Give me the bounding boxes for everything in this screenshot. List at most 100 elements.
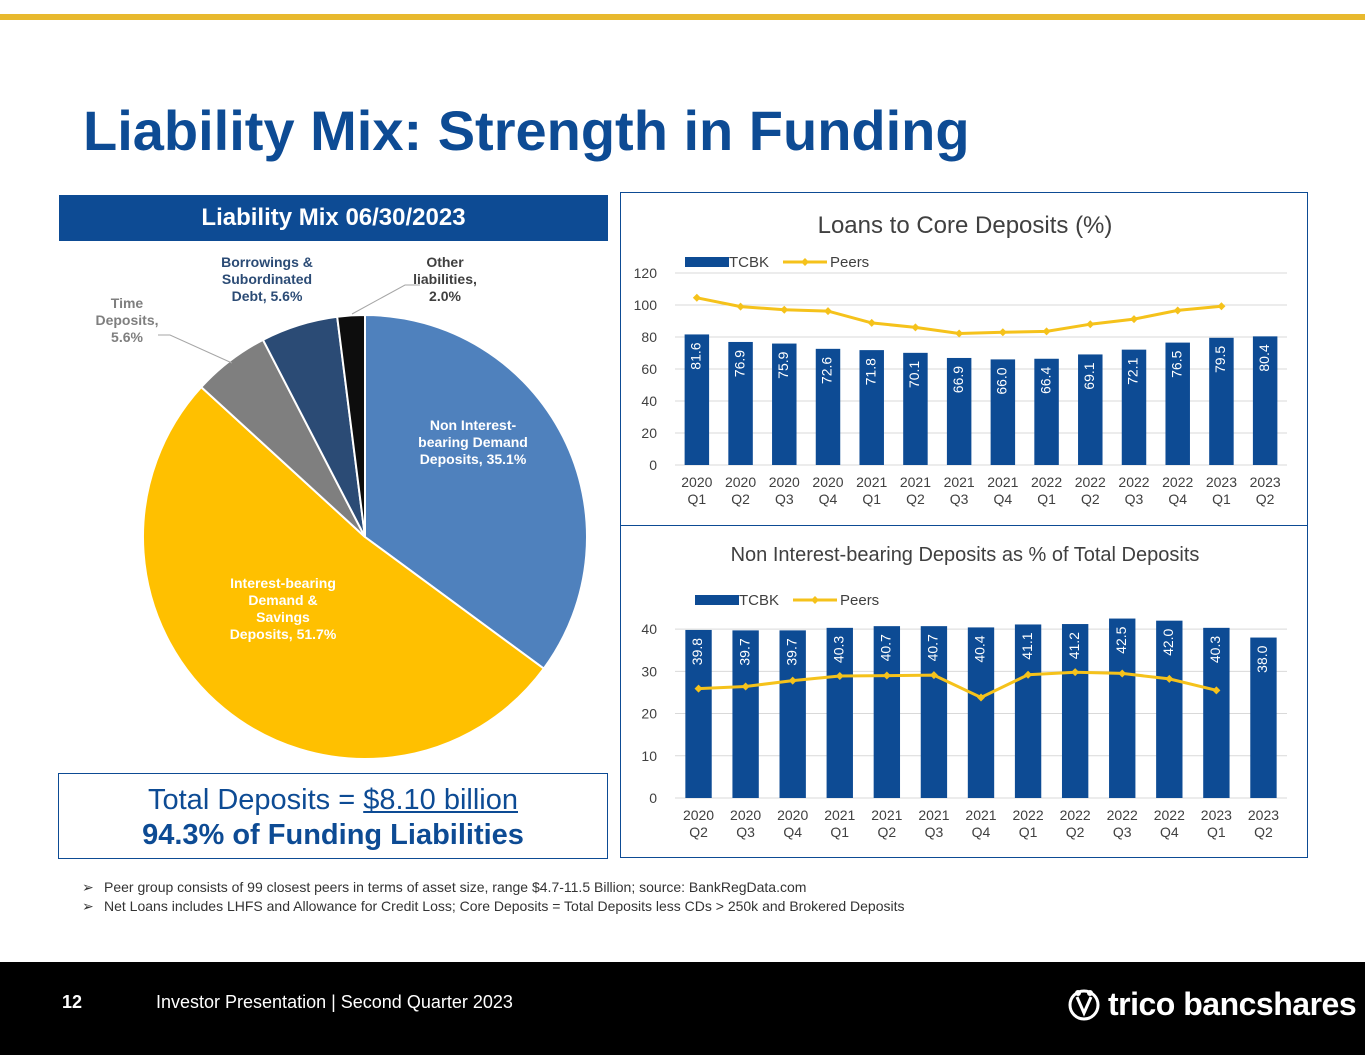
x-tick-line: 2022 — [1162, 474, 1193, 490]
arrow-bullet-icon: ➢ — [82, 898, 94, 914]
footer-caption: Investor Presentation | Second Quarter 2… — [156, 992, 513, 1012]
pie-slice-label: Interest-bearing Demand & Savings Deposits,… — [230, 575, 337, 642]
pie-label-line: Non Interest- — [430, 417, 517, 433]
loans-to-core-deposits-panel: Loans to Core Deposits (%) 0 20 40 60 80 100 12… — [620, 192, 1308, 526]
pie-leader-line — [351, 284, 420, 315]
non-interest-deposits-panel: Non Interest-bearing Deposits as % of To… — [620, 525, 1308, 858]
x-tick-label: 2020 Q1 — [681, 474, 712, 507]
x-tick-line: Q4 — [1168, 491, 1187, 507]
chart-title: Non Interest-bearing Deposits as % of To… — [731, 544, 1200, 566]
x-tick-line: Q4 — [1160, 824, 1179, 840]
bar-tcbk — [1078, 354, 1103, 465]
x-tick-label: 2023 Q1 — [1206, 474, 1237, 507]
x-tick-line: Q4 — [994, 491, 1013, 507]
peers-point — [998, 328, 1007, 337]
bar-data-label: 75.9 — [775, 351, 791, 378]
x-tick-line: 2021 — [871, 807, 902, 823]
x-tick-line: Q1 — [688, 491, 707, 507]
bar-data-label: 39.7 — [783, 638, 799, 665]
bar-tcbk — [990, 359, 1016, 465]
bar-tcbk — [1250, 637, 1277, 798]
peers-point — [835, 671, 844, 680]
x-tick-line: 2023 — [1206, 474, 1237, 490]
x-tick-line: 2021 — [987, 474, 1018, 490]
peers-point — [1217, 302, 1226, 311]
pie-label-line: Time — [111, 295, 144, 311]
x-tick-label: 2022 Q4 — [1154, 807, 1185, 840]
x-tick-line: Q1 — [1037, 491, 1056, 507]
x-tick-line: Q2 — [1066, 824, 1085, 840]
legend-peers-label: Peers — [830, 254, 869, 271]
x-tick-line: 2021 — [918, 807, 949, 823]
total-deposits-amount[interactable]: $8.10 billion — [363, 784, 518, 816]
peers-point — [882, 671, 891, 680]
pie-label-line: Deposits, 51.7% — [230, 626, 337, 642]
x-tick-line: Q2 — [1256, 491, 1275, 507]
x-tick-label: 2022 Q2 — [1075, 474, 1106, 507]
bar-tcbk — [728, 341, 753, 465]
x-tick-label: 2021 Q1 — [824, 807, 855, 840]
loans-to-core-deposits-chart: Loans to Core Deposits (%) 0 20 40 60 80 100 12… — [634, 212, 1287, 507]
bar-tcbk — [859, 350, 884, 465]
x-tick-label: 2022 Q3 — [1107, 807, 1138, 840]
x-tick-line: 2021 — [900, 474, 931, 490]
peers-point — [1118, 669, 1127, 678]
x-tick-line: Q3 — [1125, 491, 1144, 507]
peers-point — [788, 676, 797, 685]
x-tick-label: 2023 Q1 — [1201, 807, 1232, 840]
peers-point — [1165, 674, 1174, 683]
peers-point — [1173, 306, 1182, 315]
top-accent-rule — [0, 14, 1365, 20]
non-interest-deposits-chart: Non Interest-bearing Deposits as % of To… — [641, 544, 1287, 840]
pie-label-line: Other — [426, 254, 464, 270]
x-tick-line: 2020 — [777, 807, 808, 823]
x-tick-line: 2021 — [944, 474, 975, 490]
peers-point — [694, 684, 703, 693]
peers-point — [780, 305, 789, 314]
bar-data-label: 69.1 — [1081, 362, 1097, 389]
x-tick-line: Q1 — [1207, 824, 1226, 840]
x-tick-label: 2023 Q2 — [1250, 474, 1281, 507]
x-tick-line: Q2 — [1254, 824, 1273, 840]
total-deposits-line: Total Deposits = $8.10 billion — [59, 784, 607, 817]
bar-data-label: 41.2 — [1066, 632, 1082, 659]
bar-data-label: 40.3 — [1207, 636, 1223, 663]
y-tick-label: 30 — [641, 663, 657, 679]
peers-point — [741, 682, 750, 691]
pie-slice-label: Non Interest-bearing Demand Deposits, 35.… — [418, 417, 528, 467]
x-tick-label: 2022 Q1 — [1031, 474, 1062, 507]
x-tick-line: 2022 — [1012, 807, 1043, 823]
bar-tcbk — [967, 627, 995, 798]
pie-label-line: Deposits, — [95, 312, 158, 328]
bar-data-label: 41.1 — [1019, 632, 1035, 659]
y-tick-label: 40 — [641, 393, 657, 409]
bar-data-label: 76.5 — [1168, 350, 1184, 377]
pie-slice-label: Other liabilities, 2.0% — [413, 254, 477, 304]
x-tick-label: 2020 Q3 — [730, 807, 761, 840]
x-tick-label: 2020 Q4 — [777, 807, 808, 840]
pie-label-line: Deposits, 35.1% — [420, 451, 527, 467]
bar-tcbk — [684, 334, 710, 465]
x-tick-label: 2020 Q4 — [812, 474, 843, 507]
y-tick-label: 120 — [634, 265, 658, 281]
peers-point — [929, 671, 938, 680]
x-tick-line: 2020 — [683, 807, 714, 823]
pie-slice — [336, 313, 366, 538]
footnote-item: ➢ Peer group consists of 99 closest peers… — [82, 879, 807, 895]
bar-tcbk — [873, 626, 901, 798]
x-tick-line: Q4 — [972, 824, 991, 840]
pie-slice — [142, 385, 546, 761]
chart-title: Loans to Core Deposits (%) — [818, 212, 1113, 239]
x-tick-line: Q3 — [950, 491, 969, 507]
x-tick-label: 2021 Q2 — [900, 474, 931, 507]
y-tick-label: 20 — [641, 706, 657, 722]
bar-tcbk — [685, 629, 712, 798]
peers-point — [1130, 315, 1138, 324]
pie-label-line: Debt, 5.6% — [232, 288, 303, 304]
x-tick-line: Q2 — [906, 491, 925, 507]
bar-data-label: 40.3 — [830, 636, 846, 663]
peers-line — [696, 296, 1222, 336]
bar-data-label: 40.7 — [878, 634, 894, 661]
company-logo: trico bancshares — [1068, 982, 1357, 1026]
x-tick-line: Q3 — [736, 824, 755, 840]
